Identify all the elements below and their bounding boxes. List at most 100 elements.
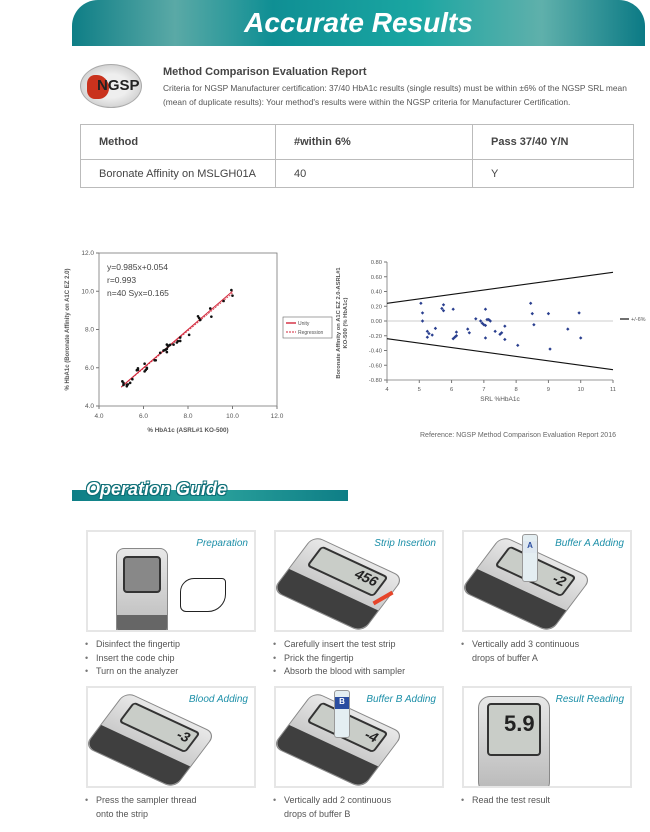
page-title: Accurate Results <box>244 7 473 38</box>
data-point <box>503 324 507 328</box>
y-tick-label: 0.40 <box>371 290 382 296</box>
y-tick-label: -0.40 <box>369 349 382 355</box>
y-axis-label: % HbA1c (Boronate Affinity on A1C EZ 2.0… <box>65 269 71 391</box>
x-tick-label: 10.0 <box>226 413 239 420</box>
legend-label: Unity <box>298 321 310 327</box>
data-point <box>453 335 457 339</box>
data-point <box>425 329 430 334</box>
x-tick-label: 7 <box>482 387 485 393</box>
legend-label: +/-6% <box>631 317 646 323</box>
step-image-preparation: Preparation <box>86 530 256 632</box>
regression-scatter-chart: 4.0 6.0 8.0 10.0 12.0 4.0 6.0 8.0 10.0 12.0 % HbA1… <box>65 250 333 434</box>
step-image-result-reading: 5.9 Result Reading <box>462 686 632 788</box>
data-point <box>427 331 431 336</box>
x-tick-label: 4 <box>385 387 389 393</box>
data-point <box>178 336 182 339</box>
data-point <box>454 330 459 334</box>
data-point <box>493 329 497 334</box>
x-tick-label: 11 <box>610 387 616 393</box>
data-point <box>176 339 180 343</box>
x-tick-label: 12.0 <box>271 413 284 420</box>
table-header-row: Method #within 6% Pass 37/40 Y/N <box>80 124 634 160</box>
data-point <box>530 311 534 316</box>
data-point <box>122 381 125 385</box>
legend-label: Regression <box>298 330 324 336</box>
data-point <box>474 317 478 321</box>
step-caption: Preparation <box>196 538 248 549</box>
data-point <box>566 327 570 331</box>
step-instructions: Read the test result <box>460 794 630 808</box>
x-tick-label: 5 <box>418 387 421 393</box>
data-point <box>125 385 129 388</box>
x-tick-label: 6 <box>450 387 453 393</box>
buffer-bottle-icon: A <box>522 534 538 582</box>
equation-annotation: n=40 Syx=0.165 <box>107 288 169 298</box>
data-point <box>454 334 459 338</box>
step-instructions: Disinfect the fingertipInsert the code c… <box>84 638 254 679</box>
data-point <box>419 301 423 305</box>
instruction-item: Vertically add 2 continuous drops of buf… <box>272 794 402 821</box>
data-point <box>441 308 446 313</box>
equation-annotation: r=0.993 <box>107 275 136 285</box>
report-criteria-text: Criteria for NGSP Manufacturer certifica… <box>163 83 627 107</box>
data-point <box>548 347 552 351</box>
data-point <box>222 299 225 303</box>
step-caption: Strip Insertion <box>374 538 436 549</box>
step-caption: Result Reading <box>555 694 624 705</box>
column-header: Method <box>80 124 276 160</box>
instruction-item: Carefully insert the test strip <box>272 638 402 652</box>
data-point <box>143 362 146 366</box>
data-point <box>165 347 169 351</box>
y-tick-label: 0.80 <box>371 260 382 266</box>
instruction-item: Vertically add 3 continuous drops of buf… <box>460 638 590 665</box>
data-point <box>503 337 507 342</box>
y-tick-label: 0.00 <box>371 319 382 325</box>
upper-limit-line <box>386 271 614 304</box>
data-point <box>532 322 536 327</box>
data-point <box>579 336 583 340</box>
y-tick-label: -0.20 <box>369 334 382 340</box>
data-point <box>420 319 425 323</box>
equation-annotation: y=0.985x+0.054 <box>107 262 168 272</box>
step-instructions: Vertically add 2 continuous drops of buf… <box>272 794 442 821</box>
data-point <box>210 315 213 318</box>
data-point <box>231 294 234 297</box>
data-point <box>172 343 175 346</box>
x-axis-label: % HbA1c (ASRL#1 KO-500) <box>147 427 228 434</box>
step-image-blood-adding: -3 Blood Adding <box>86 686 256 788</box>
difference-scatter-chart: 0.80 0.60 0.40 0.20 0.00 -0.20 -0.40 -0.60 -0.80… <box>369 260 646 403</box>
y-tick-label: 10.0 <box>81 288 94 295</box>
data-point <box>451 307 455 311</box>
column-header: #within 6% <box>275 124 473 160</box>
data-point <box>158 351 162 355</box>
reference-note: Reference: NGSP Method Comparison Evalua… <box>420 432 616 439</box>
instruction-item: Insert the code chip <box>84 652 254 666</box>
data-point <box>198 318 202 322</box>
step-instructions: Press the sampler thread onto the strip <box>84 794 254 821</box>
x-tick-label: 8.0 <box>183 413 192 420</box>
step-image-strip-insertion: 456 Strip Insertion <box>274 530 444 632</box>
operation-guide-heading: Operation Guide <box>72 479 348 502</box>
data-point <box>178 339 182 343</box>
x-tick-label: 10 <box>577 387 583 393</box>
data-point <box>122 383 125 387</box>
y-tick-label: 0.20 <box>371 304 382 310</box>
data-point <box>466 327 470 331</box>
table-row: Boronate Affinity on MSLGH01A 40 Y <box>80 159 634 188</box>
data-point <box>168 343 172 347</box>
data-point <box>128 381 132 385</box>
step-instructions: Vertically add 3 continuous drops of buf… <box>460 638 630 665</box>
step-caption: Buffer B Adding <box>366 694 436 705</box>
y-tick-label: 4.0 <box>85 403 94 410</box>
data-point <box>441 303 446 307</box>
x-axis-label: SRL %HbA1c <box>480 396 520 403</box>
data-point <box>145 366 149 370</box>
x-tick-label: 9 <box>547 387 550 393</box>
data-point <box>546 311 551 316</box>
data-point <box>126 383 130 386</box>
data-point <box>208 307 212 310</box>
y-tick-label: 8.0 <box>85 327 94 334</box>
data-point <box>483 336 488 340</box>
code-chip-hand-icon <box>180 578 226 612</box>
data-point <box>131 377 134 381</box>
